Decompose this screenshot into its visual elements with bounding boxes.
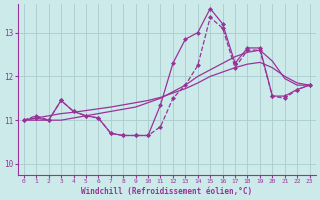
X-axis label: Windchill (Refroidissement éolien,°C): Windchill (Refroidissement éolien,°C) — [81, 187, 252, 196]
